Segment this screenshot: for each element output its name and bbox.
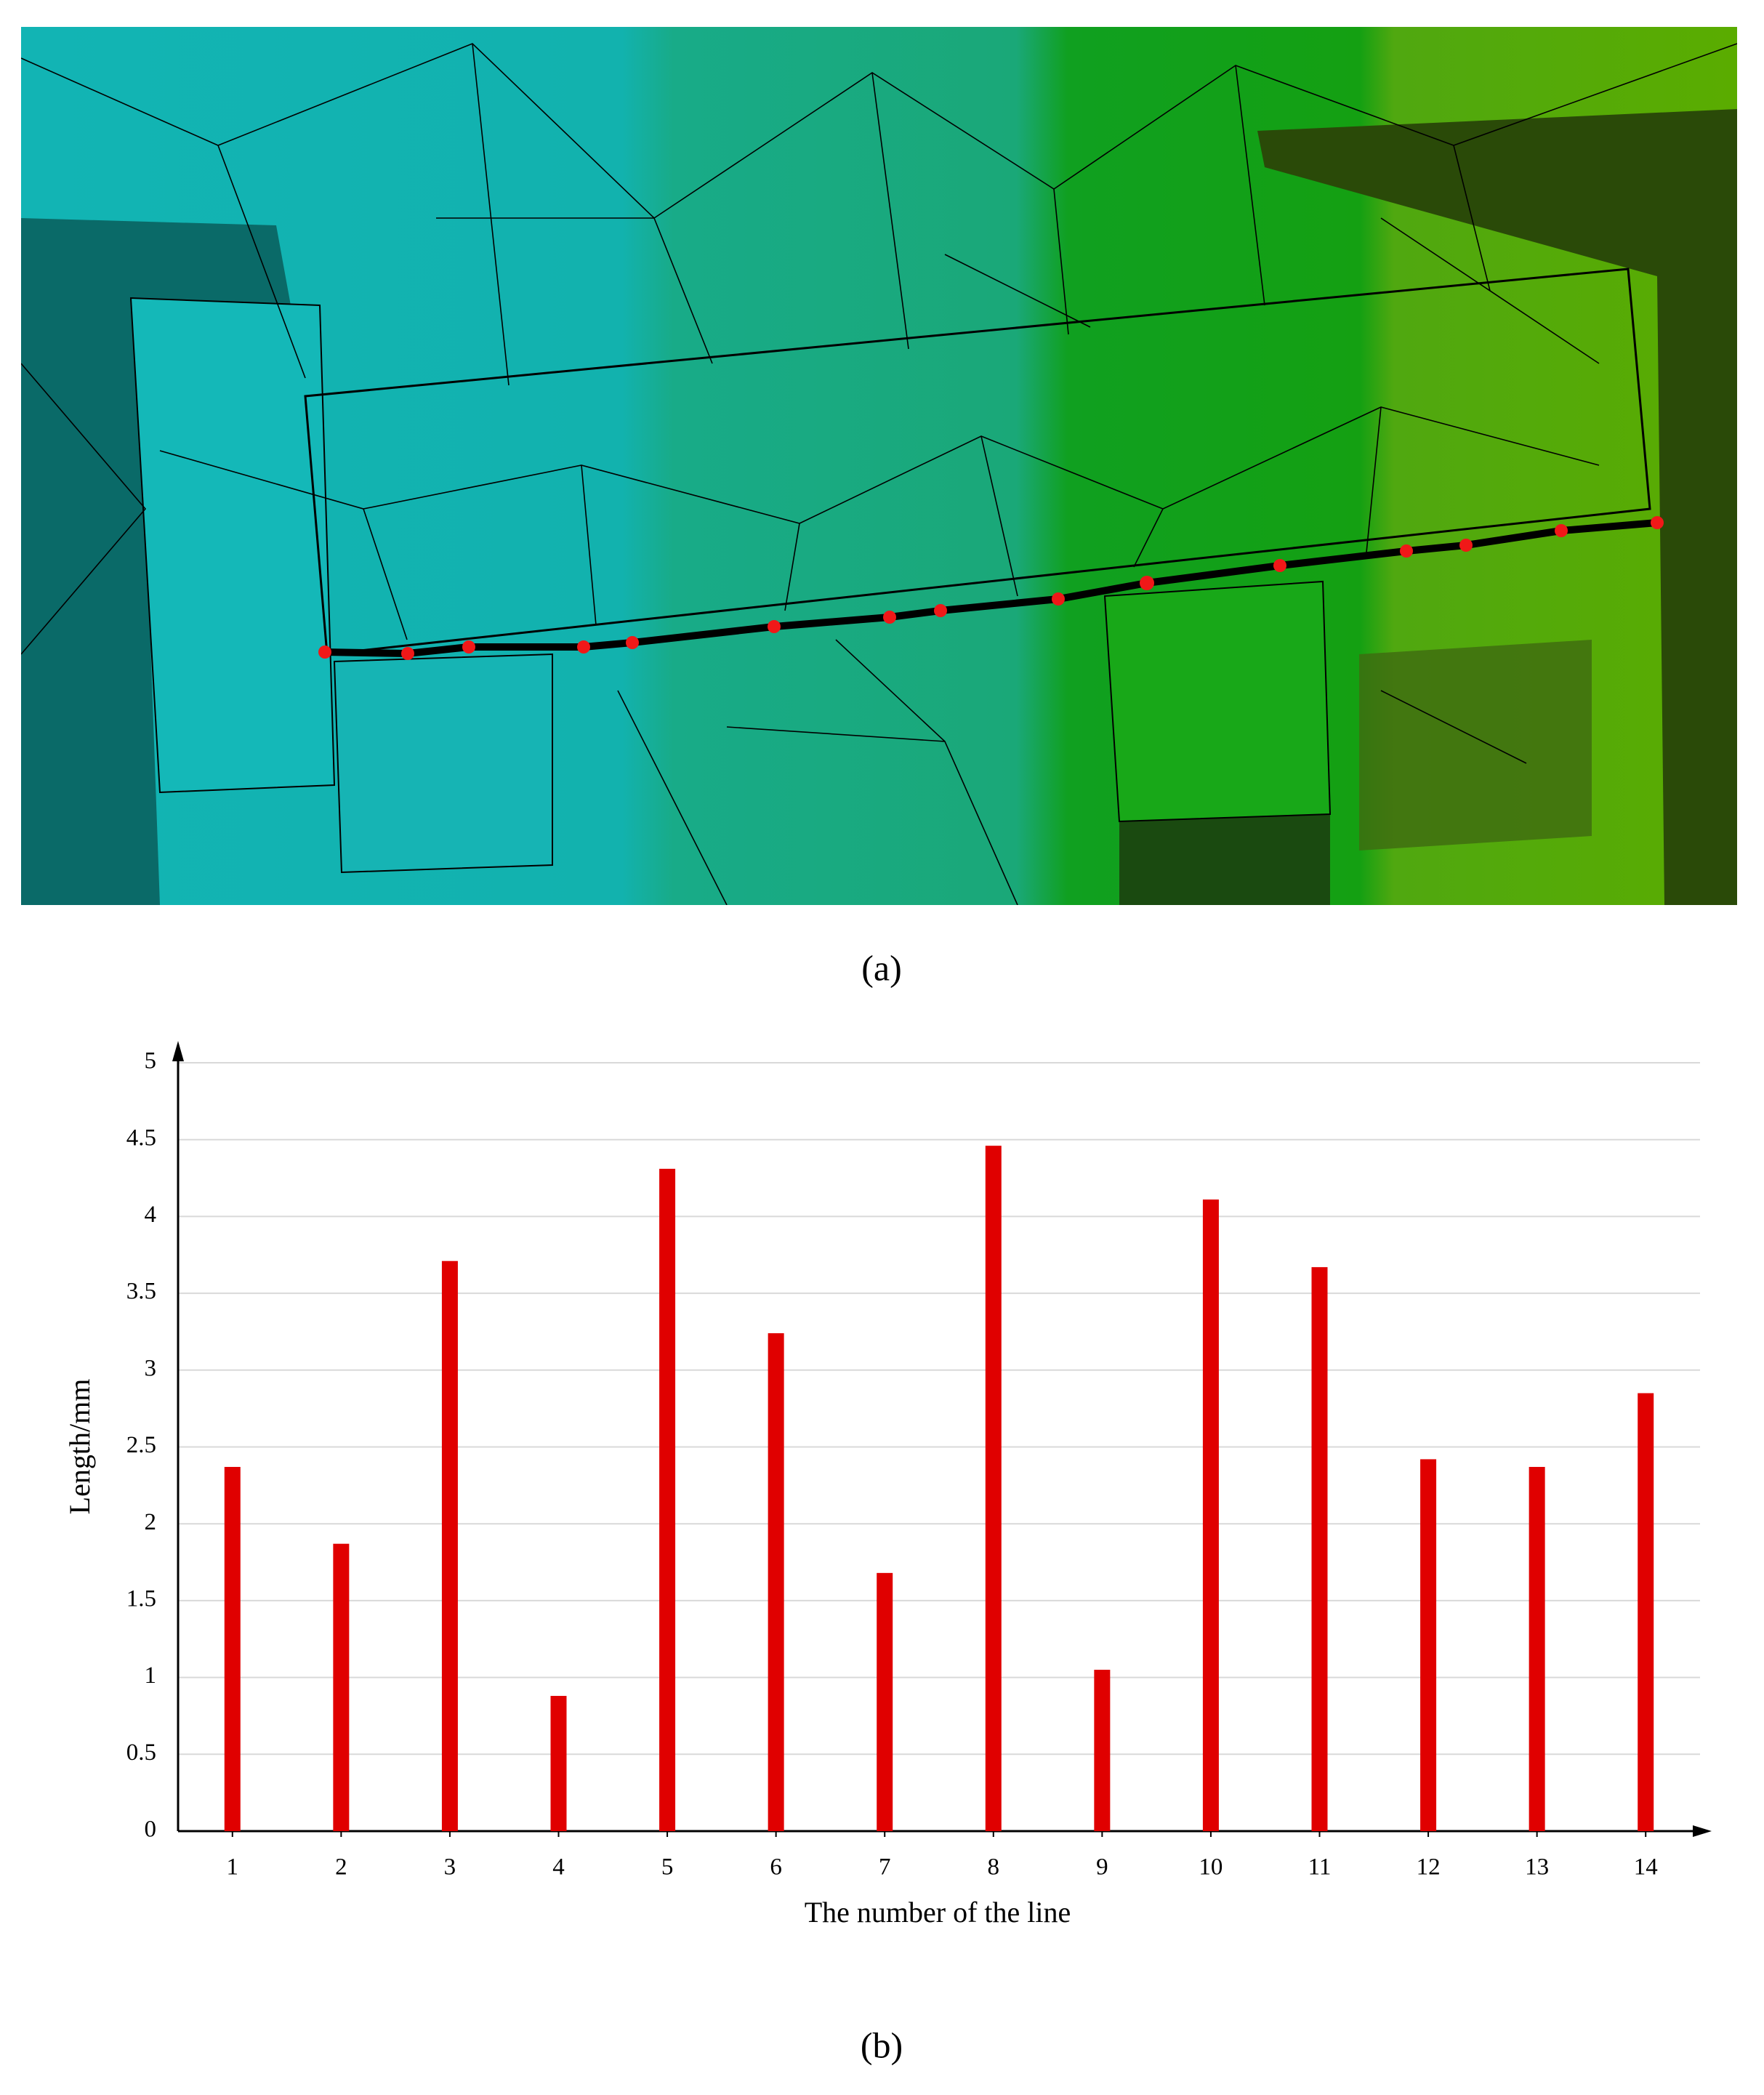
caption-a: (a) <box>861 947 902 988</box>
x-tick-label: 13 <box>1525 1854 1549 1881</box>
bar <box>441 1260 458 1831</box>
x-tick-label: 5 <box>661 1854 674 1881</box>
y-tick-label: 2 <box>145 1509 157 1535</box>
bar <box>1638 1393 1654 1831</box>
x-tick-label: 6 <box>770 1854 782 1881</box>
bar <box>550 1695 567 1831</box>
y-tick-label: 5 <box>145 1048 157 1074</box>
y-tick-label: 0.5 <box>126 1740 156 1766</box>
x-tick-label: 8 <box>988 1854 1000 1881</box>
x-tick-label: 12 <box>1417 1854 1441 1881</box>
bar <box>1311 1267 1328 1831</box>
bar <box>1420 1459 1437 1831</box>
bar <box>877 1572 893 1831</box>
caption-b: (b) <box>861 2024 903 2065</box>
x-tick-label: 3 <box>444 1854 456 1881</box>
x-tick-label: 9 <box>1096 1854 1108 1881</box>
bar <box>985 1146 1002 1831</box>
bar <box>1529 1466 1545 1831</box>
x-axis-arrow <box>1693 1825 1712 1837</box>
bar <box>1202 1199 1219 1831</box>
bar <box>333 1543 350 1831</box>
x-axis-label: The number of the line <box>805 1896 1071 1929</box>
x-tick-label: 7 <box>879 1854 891 1881</box>
y-axis-label: Length/mm <box>63 1379 96 1515</box>
y-axis-arrow <box>172 1041 184 1061</box>
x-tick-label: 4 <box>552 1854 565 1881</box>
bar <box>1094 1670 1111 1831</box>
y-tick-label: 0 <box>145 1817 157 1843</box>
bar <box>224 1466 241 1831</box>
y-tick-label: 1 <box>145 1662 157 1689</box>
y-tick-label: 4 <box>145 1202 157 1228</box>
x-tick-label: 1 <box>227 1854 239 1881</box>
y-tick-label: 1.5 <box>126 1585 156 1612</box>
bar <box>659 1168 676 1831</box>
x-tick-label: 10 <box>1199 1854 1223 1881</box>
y-tick-label: 2.5 <box>126 1432 156 1458</box>
mesh-image <box>21 27 1737 905</box>
x-tick-label: 14 <box>1634 1854 1658 1881</box>
y-tick-label: 3.5 <box>126 1279 156 1305</box>
x-tick-label: 2 <box>335 1854 347 1881</box>
plot: 00.511.522.533.544.551 2 3 4 5 6 7 8 9 10 11 12 13 14 <box>126 1041 1712 1881</box>
y-tick-label: 3 <box>145 1355 157 1381</box>
y-tick-label: 4.5 <box>126 1125 156 1151</box>
bar <box>768 1333 784 1831</box>
x-tick-label: 11 <box>1308 1854 1332 1881</box>
